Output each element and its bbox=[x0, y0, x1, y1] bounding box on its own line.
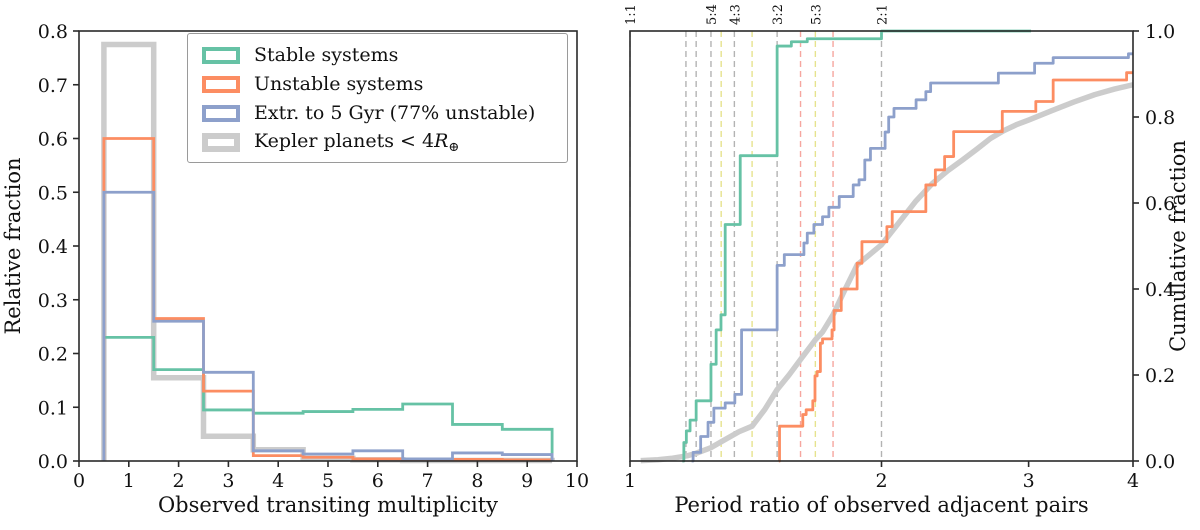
resonance-label: 5:3 bbox=[809, 4, 824, 25]
y-tick-label-right: 0.2 bbox=[1145, 365, 1175, 387]
x-tick-label: 7 bbox=[422, 470, 434, 492]
legend-box: Stable systems Unstable systems Extr. to 5… bbox=[187, 33, 568, 163]
x-tick-label: 8 bbox=[471, 470, 483, 492]
y-tick-label-right: 0.6 bbox=[1145, 193, 1175, 215]
y-tick-label: 0.5 bbox=[38, 182, 68, 204]
legend-row-kepler: Kepler planets < 4R⊕ bbox=[202, 128, 567, 157]
x-tick-label: 0 bbox=[73, 470, 85, 492]
x-tick-label: 2 bbox=[173, 470, 185, 492]
x-tick-label: 1 bbox=[123, 470, 135, 492]
resonance-label: 4:3 bbox=[728, 4, 743, 25]
legend-row-stable: Stable systems bbox=[202, 41, 567, 70]
resonance-label: 1:1 bbox=[624, 4, 639, 25]
y-tick-label: 0.4 bbox=[38, 236, 68, 258]
legend-label: Unstable systems bbox=[254, 73, 424, 95]
y-tick-label: 0.6 bbox=[38, 129, 68, 151]
legend-patch-kepler-icon bbox=[202, 133, 240, 152]
legend-label: Kepler planets < 4R⊕ bbox=[254, 129, 460, 155]
cdf-curve-kepler bbox=[640, 82, 1134, 464]
y-tick-label: 0.8 bbox=[38, 21, 68, 43]
y-tick-label-right: 0.4 bbox=[1145, 279, 1175, 301]
legend-row-unstable: Unstable systems bbox=[202, 70, 567, 99]
y-tick-label: 0.2 bbox=[38, 344, 68, 366]
legend-patch-unstable-icon bbox=[202, 76, 240, 93]
y-tick-label: 0.0 bbox=[38, 451, 68, 473]
x-tick-label: 6 bbox=[372, 470, 384, 492]
left-x-axis-label: Observed transiting multiplicity bbox=[158, 493, 498, 517]
x-tick-label: 5 bbox=[322, 470, 334, 492]
y-tick-label-right: 1.0 bbox=[1145, 21, 1175, 43]
right-y-axis-label: Cumulative fraction bbox=[1166, 140, 1190, 352]
left-y-axis-label: Relative fraction bbox=[1, 157, 25, 334]
y-tick-label-right: 0.8 bbox=[1145, 107, 1175, 129]
x-tick-label: 10 bbox=[565, 470, 589, 492]
x-tick-label: 9 bbox=[521, 470, 533, 492]
y-tick-label: 0.7 bbox=[38, 75, 68, 97]
y-tick-label: 0.3 bbox=[38, 290, 68, 312]
legend-label: Stable systems bbox=[254, 44, 399, 66]
cdf-curve-unstable bbox=[778, 71, 1133, 463]
x-tick-label: 1 bbox=[624, 470, 636, 492]
legend-patch-extrapolated-icon bbox=[202, 105, 240, 122]
histogram-extrapolated bbox=[102, 190, 554, 461]
histogram-stable bbox=[102, 335, 554, 461]
x-tick-label: 2 bbox=[875, 470, 887, 492]
y-tick-label: 0.1 bbox=[38, 397, 68, 419]
x-tick-label: 3 bbox=[222, 470, 234, 492]
legend-patch-stable-icon bbox=[202, 47, 240, 64]
cdf-curve-extrapolated bbox=[691, 52, 1133, 463]
x-tick-label: 4 bbox=[272, 470, 284, 492]
x-tick-label: 4 bbox=[1127, 470, 1139, 492]
cdf-curve-stable bbox=[682, 29, 1032, 463]
resonance-label: 5:4 bbox=[705, 4, 720, 25]
resonance-label: 2:1 bbox=[876, 4, 891, 25]
right-x-axis-label: Period ratio of observed adjacent pairs bbox=[674, 493, 1088, 517]
resonance-label: 3:2 bbox=[771, 4, 786, 25]
legend-label: Extr. to 5 Gyr (77% unstable) bbox=[254, 102, 536, 124]
x-tick-label: 3 bbox=[1023, 470, 1035, 492]
y-tick-label-right: 0.0 bbox=[1145, 451, 1175, 473]
legend-row-extrapolated: Extr. to 5 Gyr (77% unstable) bbox=[202, 99, 567, 128]
